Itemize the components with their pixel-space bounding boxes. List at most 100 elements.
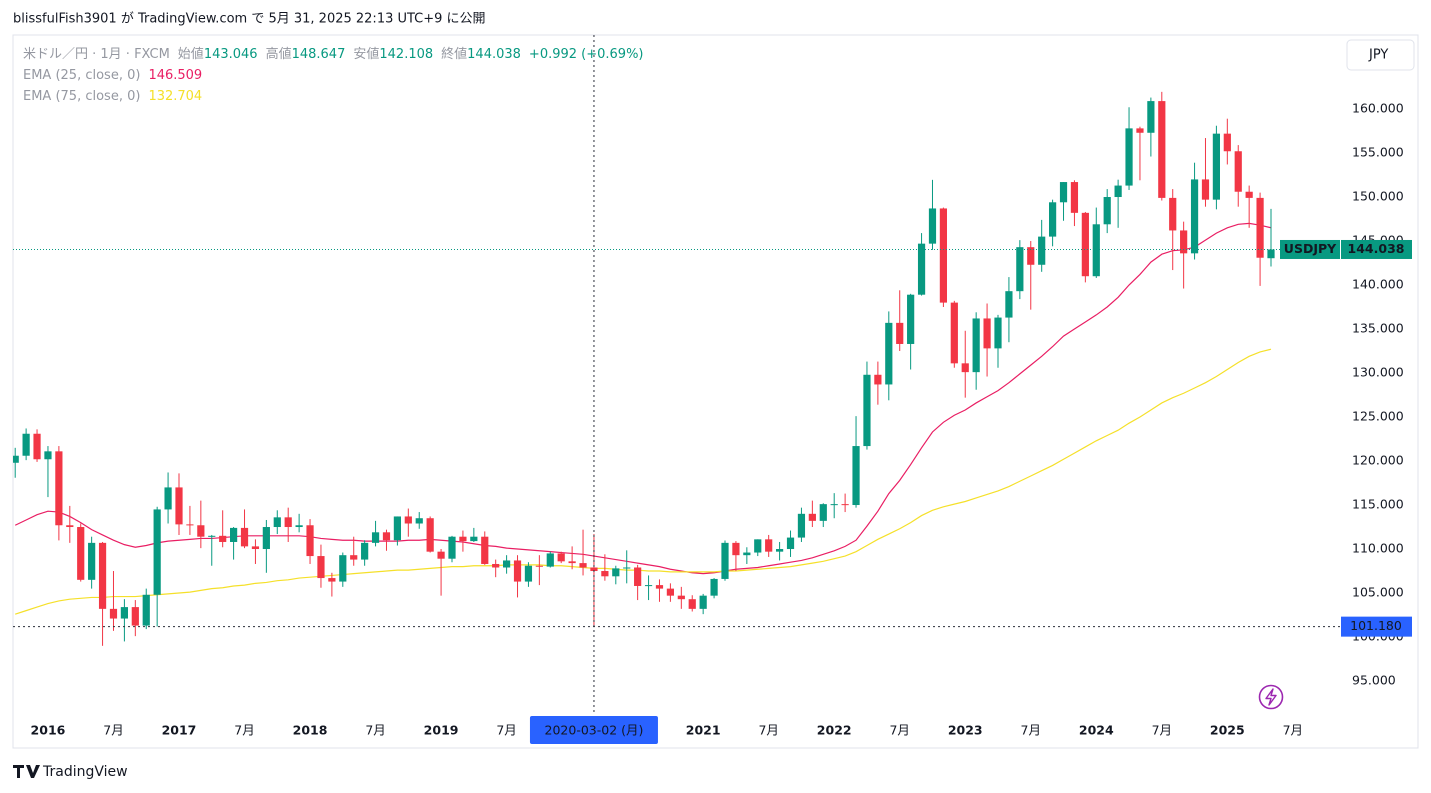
legend-high-label: 高値	[266, 46, 292, 62]
candle-body	[994, 317, 1002, 349]
x-tick-label: 7月	[496, 723, 516, 738]
currency-button[interactable]	[1346, 39, 1415, 71]
candle-body	[240, 527, 249, 547]
legend-main: 米ドル／円 · 1月 · FXCM 始値143.046 高値148.647 安値142…	[23, 46, 644, 62]
x-tick-label: 2016	[31, 723, 66, 738]
candle-body	[1245, 191, 1253, 198]
candle-body	[655, 585, 664, 589]
legend-close-label: 終値	[441, 46, 467, 62]
candle-body	[579, 563, 587, 568]
legend-close: 144.038	[467, 47, 521, 62]
alert-icon[interactable]	[1258, 684, 1284, 710]
candle-body	[448, 536, 456, 559]
candle-body	[1059, 182, 1068, 203]
candle-body	[808, 513, 816, 521]
candle-body	[601, 571, 609, 577]
candle-body	[743, 552, 751, 556]
candle-body	[262, 527, 270, 550]
legend-open: 143.046	[204, 47, 258, 62]
y-tick-label: 120.000	[1352, 453, 1404, 468]
chart-frame	[12, 34, 1419, 749]
x-tick-label: 7月	[1152, 723, 1172, 738]
candle-body	[426, 518, 434, 552]
ema75-value: 132.704	[148, 89, 202, 104]
candle-body	[557, 553, 565, 562]
candle-body	[754, 539, 762, 553]
candle-body	[1070, 182, 1079, 213]
x-tick-label: 2018	[293, 723, 328, 738]
candle-body	[1180, 230, 1188, 254]
y-tick-label: 150.000	[1352, 189, 1404, 204]
candle-body	[972, 318, 980, 373]
candle-body	[688, 599, 696, 609]
candle-body	[186, 524, 194, 526]
candle-body	[961, 363, 969, 373]
y-tick-label: 105.000	[1352, 585, 1404, 600]
candle-body	[393, 516, 401, 541]
candle-body	[874, 374, 882, 385]
x-tick-label: 7月	[758, 723, 778, 738]
candle-body	[339, 555, 347, 582]
legend-change: +0.992 (+0.69%)	[529, 47, 644, 62]
symbol-tag	[1280, 239, 1340, 259]
candle-body	[437, 551, 445, 559]
y-tick-label: 125.000	[1352, 409, 1404, 424]
candle-body	[1212, 133, 1220, 200]
candle-body	[863, 374, 871, 447]
tv-logo-text: TradingView	[42, 764, 128, 780]
candle-body	[590, 567, 598, 572]
candle-body	[22, 433, 30, 456]
x-tick-label: 7月	[1021, 723, 1041, 738]
y-tick-label: 140.000	[1352, 277, 1404, 292]
legend-ema25: EMA (25, close, 0) 146.509	[23, 68, 202, 83]
candle-body	[907, 294, 915, 344]
candle-body	[852, 446, 860, 506]
ema25-value: 146.509	[148, 68, 202, 83]
legend-ema75: EMA (75, close, 0) 132.704	[23, 89, 202, 104]
candle-body	[1201, 179, 1210, 200]
candle-body	[175, 487, 183, 525]
currency-label[interactable]: JPY	[1368, 48, 1388, 63]
legend-high: 148.647	[292, 47, 346, 62]
legend-symbol: 米ドル／円 · 1月 · FXCM	[23, 47, 170, 62]
candle-body	[1147, 101, 1155, 133]
candle-body	[77, 527, 85, 580]
candle-body	[295, 525, 303, 528]
candle-body	[153, 509, 161, 595]
x-tick-label: 2019	[424, 723, 459, 738]
x-tick-label: 7月	[1283, 723, 1303, 738]
candle-body	[503, 560, 511, 568]
candle-body	[459, 536, 467, 542]
candle-body	[88, 542, 96, 580]
candle-body	[830, 504, 838, 506]
x-tick-label: 7月	[103, 723, 123, 738]
legend-low-label: 安値	[353, 46, 379, 62]
candle-body	[164, 487, 172, 510]
candle-body	[797, 513, 806, 538]
candle-body	[1016, 247, 1024, 292]
candle-body	[917, 243, 926, 295]
y-tick-label: 110.000	[1352, 541, 1404, 556]
candle-body	[546, 553, 554, 567]
candle-body	[13, 455, 19, 463]
x-tick-label: 7月	[889, 723, 909, 738]
crosshair-price-box	[1341, 616, 1412, 637]
candle-body	[284, 517, 292, 528]
candle-body	[251, 546, 260, 550]
candle-body	[230, 527, 238, 542]
x-tick-label: 7月	[234, 723, 254, 738]
price-tag-text: 144.038	[1348, 241, 1405, 256]
candle-body	[197, 525, 205, 537]
symbol-tag-text: USDJPY	[1284, 241, 1337, 256]
candle-body	[33, 433, 41, 460]
candle-body	[361, 542, 369, 560]
candle-body	[1049, 202, 1057, 237]
x-tick-label: 2024	[1079, 723, 1114, 738]
candle-body	[666, 588, 674, 596]
legend-low: 142.108	[379, 47, 433, 62]
candle-body	[382, 532, 391, 541]
crosshair-price-label: 101.180	[1350, 618, 1402, 633]
candle-body	[98, 542, 107, 609]
candle-body	[328, 578, 336, 582]
